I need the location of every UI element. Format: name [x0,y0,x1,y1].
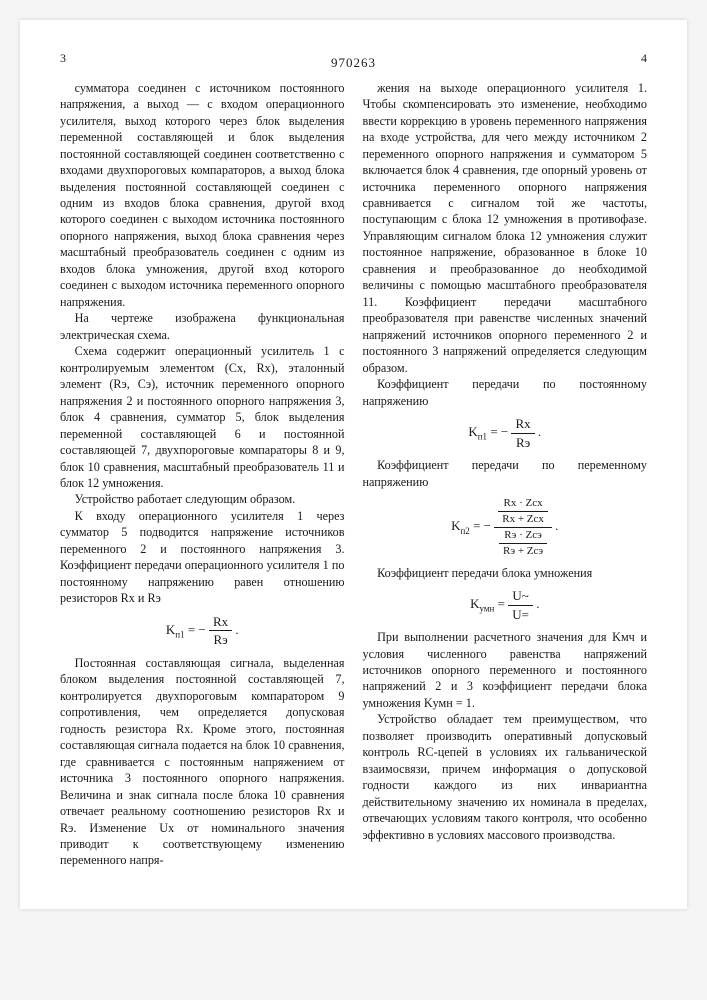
f-num: Rэ · Zcэ [499,528,547,544]
f-sub: п1 [175,629,184,639]
para: Постоянная составляющая сигнала, выделен… [60,655,345,869]
document-number: 970263 [60,54,647,72]
para: Устройство обладает тем преимуществом, ч… [363,711,648,843]
f-eq: = − [487,424,511,439]
para: Коэффициент передачи по переменному напр… [363,457,648,490]
outer-fraction: Rx · Zcx Rx + Zcx Rэ · Zcэ Rэ + Zcэ [494,496,552,558]
f-den: Rэ + Zcэ [499,544,547,559]
f-tail: . [232,622,239,637]
page: 3 4 970263 сумматора соединен с источник… [20,20,687,909]
para: На чертеже изображена функциональная эле… [60,310,345,343]
f-num: Rx [209,613,232,632]
page-num-left: 3 [60,50,66,66]
f-den: Rx + Zcx [498,512,548,527]
para: жения на выходе операционного усилителя … [363,80,648,376]
f-den: U= [508,606,533,624]
f-sub: умн [479,604,494,614]
f-tail: . [533,596,540,611]
f-num: U~ [508,587,533,606]
f-eq: = − [185,622,209,637]
f-lhs: K [468,424,477,439]
para: Коэффициент передачи по постоянному напр… [363,376,648,409]
inner-fraction: Rx · Zcx Rx + Zcx [498,496,548,527]
f-num: Rx [511,415,534,434]
outer-num: Rx · Zcx Rx + Zcx [494,496,552,528]
f-den: Rэ [209,631,232,649]
para: сумматора соединен с источником постоянн… [60,80,345,311]
columns: сумматора соединен с источником постоянн… [60,80,647,869]
fraction: U~ U= [508,587,533,623]
formula-kp1: Kп1 = − Rx Rэ . [60,613,345,649]
f-num: Rx · Zcx [498,496,548,512]
f-sub: п2 [460,526,469,536]
f-tail: . [535,424,542,439]
page-num-right: 4 [641,50,647,66]
column-left: сумматора соединен с источником постоянн… [60,80,345,869]
formula-kp2: Kп2 = − Rx · Zcx Rx + Zcx Rэ · Zcэ Rэ + … [363,496,648,558]
f-lhs: K [166,622,175,637]
f-sub: п1 [478,432,487,442]
para: Коэффициент передачи блока умножения [363,565,648,581]
f-den: Rэ [511,434,534,452]
f-eq: = − [470,518,494,533]
outer-den: Rэ · Zcэ Rэ + Zcэ [494,528,552,559]
f-tail: . [552,518,559,533]
para: Устройство работает следующим образом. [60,491,345,507]
column-right: жения на выходе операционного усилителя … [363,80,648,869]
formula-kp1-r: Kп1 = − Rx Rэ . [363,415,648,451]
f-eq: = [494,596,508,611]
fraction: Rx Rэ [511,415,534,451]
formula-kumn: Kумн = U~ U= . [363,587,648,623]
para: К входу операционного усилителя 1 через … [60,508,345,607]
inner-fraction: Rэ · Zcэ Rэ + Zcэ [499,528,547,559]
para: При выполнении расчетного значения для K… [363,629,648,711]
para: Схема содержит операционный усилитель 1 … [60,343,345,491]
fraction: Rx Rэ [209,613,232,649]
